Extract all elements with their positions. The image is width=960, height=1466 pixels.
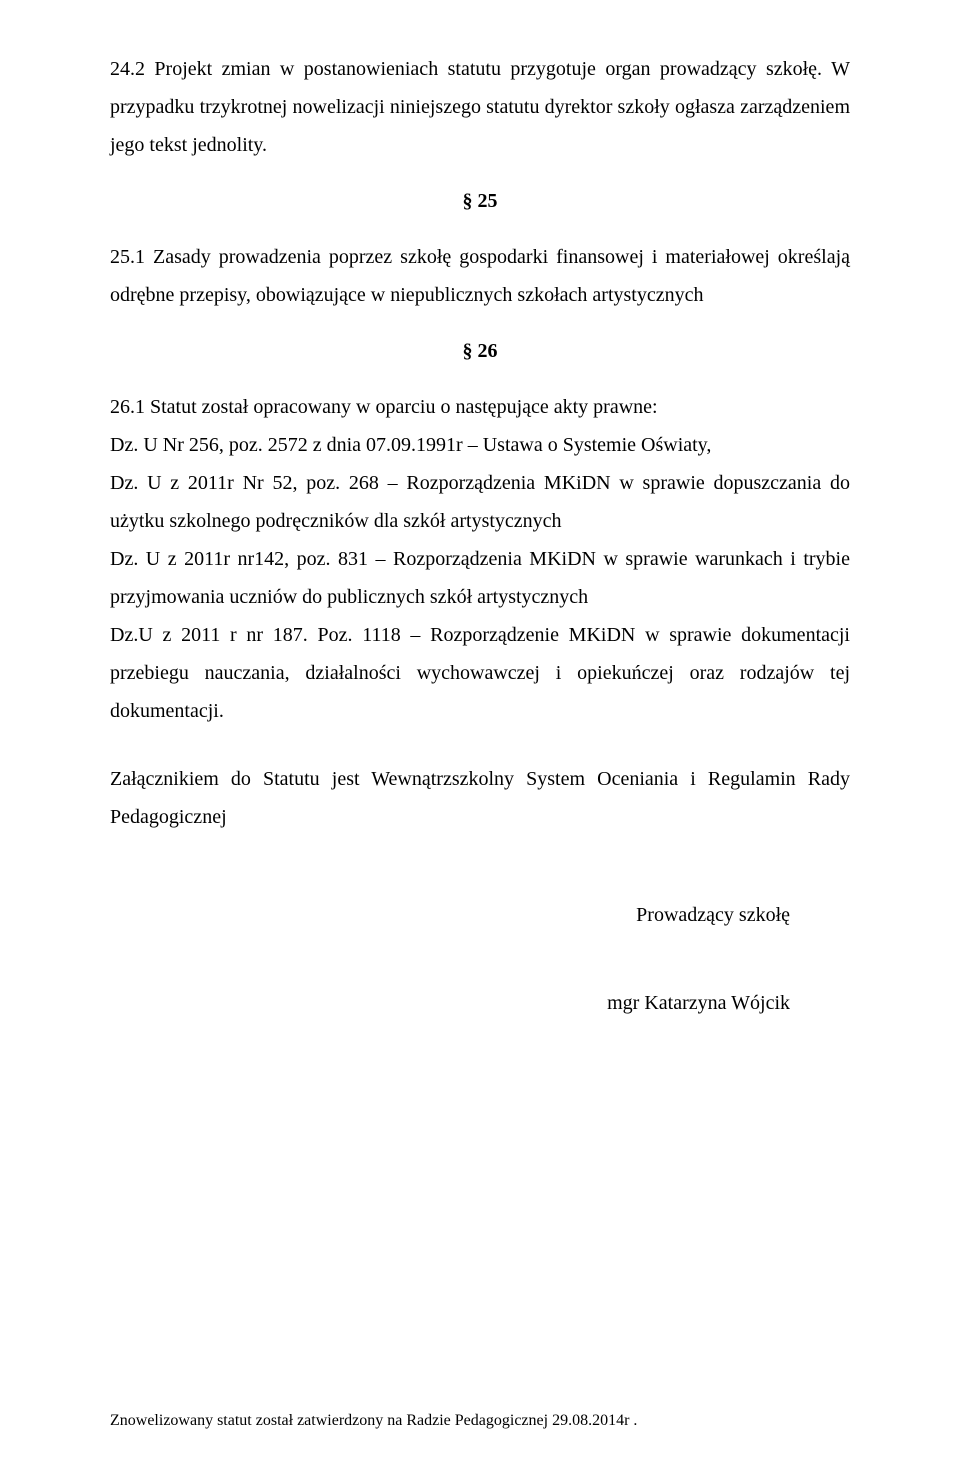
- paragraph-24-2: 24.2 Projekt zmian w postanowieniach sta…: [110, 50, 850, 164]
- legal-ref-2: Dz. U z 2011r Nr 52, poz. 268 – Rozporzą…: [110, 464, 850, 540]
- signature-role: Prowadzący szkołę: [110, 896, 790, 934]
- section-26-heading: § 26: [110, 332, 850, 370]
- document-page: 24.2 Projekt zmian w postanowieniach sta…: [0, 0, 960, 1466]
- legal-ref-3: Dz. U z 2011r nr142, poz. 831 – Rozporzą…: [110, 540, 850, 616]
- attachment-note: Załącznikiem do Statutu jest Wewnątrzszk…: [110, 760, 850, 836]
- signature-name: mgr Katarzyna Wójcik: [110, 984, 790, 1022]
- legal-ref-4: Dz.U z 2011 r nr 187. Poz. 1118 – Rozpor…: [110, 616, 850, 730]
- footnote: Znowelizowany statut został zatwierdzony…: [110, 1406, 637, 1436]
- signature-block: Prowadzący szkołę mgr Katarzyna Wójcik: [110, 896, 850, 1022]
- paragraph-25-1: 25.1 Zasady prowadzenia poprzez szkołę g…: [110, 238, 850, 314]
- section-25-heading: § 25: [110, 182, 850, 220]
- legal-ref-1: Dz. U Nr 256, poz. 2572 z dnia 07.09.199…: [110, 426, 850, 464]
- paragraph-26-1: 26.1 Statut został opracowany w oparciu …: [110, 388, 850, 426]
